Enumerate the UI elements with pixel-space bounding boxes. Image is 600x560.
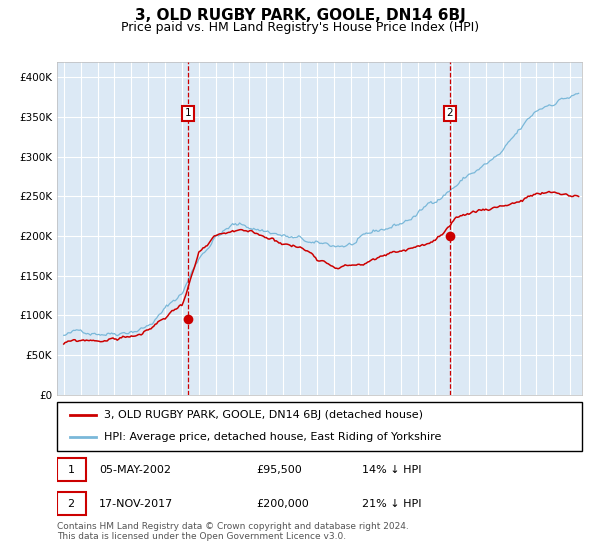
- Text: 3, OLD RUGBY PARK, GOOLE, DN14 6BJ: 3, OLD RUGBY PARK, GOOLE, DN14 6BJ: [134, 8, 466, 24]
- FancyBboxPatch shape: [57, 458, 86, 481]
- Text: 05-MAY-2002: 05-MAY-2002: [99, 465, 171, 475]
- Text: 21% ↓ HPI: 21% ↓ HPI: [361, 499, 421, 509]
- Text: 1: 1: [68, 465, 74, 475]
- Text: Price paid vs. HM Land Registry's House Price Index (HPI): Price paid vs. HM Land Registry's House …: [121, 21, 479, 34]
- Text: 14% ↓ HPI: 14% ↓ HPI: [361, 465, 421, 475]
- Text: £95,500: £95,500: [257, 465, 302, 475]
- FancyBboxPatch shape: [57, 492, 86, 515]
- Text: 17-NOV-2017: 17-NOV-2017: [99, 499, 173, 509]
- Text: 2: 2: [68, 499, 75, 509]
- Text: HPI: Average price, detached house, East Riding of Yorkshire: HPI: Average price, detached house, East…: [104, 432, 442, 442]
- Text: 3, OLD RUGBY PARK, GOOLE, DN14 6BJ (detached house): 3, OLD RUGBY PARK, GOOLE, DN14 6BJ (deta…: [104, 410, 423, 421]
- Text: 1: 1: [185, 108, 191, 118]
- Text: Contains HM Land Registry data © Crown copyright and database right 2024.
This d: Contains HM Land Registry data © Crown c…: [57, 522, 409, 542]
- Text: £200,000: £200,000: [257, 499, 309, 509]
- Text: 2: 2: [446, 108, 454, 118]
